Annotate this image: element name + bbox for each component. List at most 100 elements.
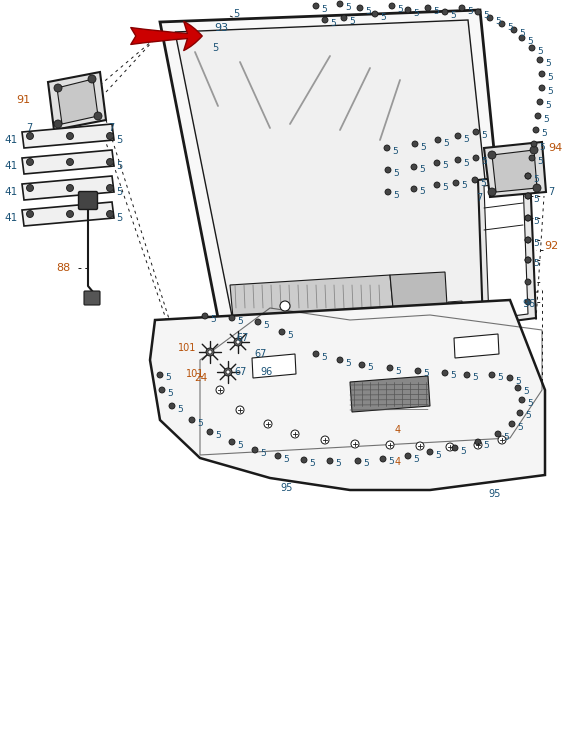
Text: 5: 5 bbox=[388, 457, 394, 466]
Text: 5: 5 bbox=[503, 432, 509, 441]
Text: 5: 5 bbox=[349, 17, 355, 26]
Circle shape bbox=[473, 129, 479, 135]
Polygon shape bbox=[22, 176, 114, 200]
Text: 4: 4 bbox=[395, 457, 401, 467]
Circle shape bbox=[337, 357, 343, 363]
Text: 5: 5 bbox=[481, 131, 487, 140]
Text: 5: 5 bbox=[515, 377, 521, 386]
Text: 5: 5 bbox=[116, 161, 122, 171]
Text: 5: 5 bbox=[463, 159, 469, 168]
Text: 5: 5 bbox=[480, 178, 486, 187]
Text: 5: 5 bbox=[533, 217, 539, 226]
Circle shape bbox=[434, 160, 440, 166]
Circle shape bbox=[389, 3, 395, 9]
Text: 5: 5 bbox=[472, 374, 478, 383]
Polygon shape bbox=[252, 354, 296, 378]
Circle shape bbox=[107, 159, 114, 165]
Text: 5: 5 bbox=[330, 19, 336, 28]
Circle shape bbox=[405, 7, 411, 13]
Circle shape bbox=[275, 453, 281, 459]
Circle shape bbox=[207, 429, 213, 435]
Circle shape bbox=[27, 211, 34, 217]
Text: 5: 5 bbox=[167, 389, 173, 398]
Text: 5: 5 bbox=[419, 187, 425, 196]
Text: 5: 5 bbox=[420, 142, 426, 151]
Circle shape bbox=[202, 313, 208, 319]
Text: 5: 5 bbox=[442, 162, 448, 171]
Text: 5: 5 bbox=[537, 156, 543, 165]
Text: 91: 91 bbox=[16, 95, 30, 105]
Circle shape bbox=[157, 372, 163, 378]
Circle shape bbox=[159, 387, 165, 393]
Polygon shape bbox=[390, 272, 447, 308]
Circle shape bbox=[27, 132, 34, 140]
Text: 5: 5 bbox=[395, 366, 401, 375]
Polygon shape bbox=[350, 376, 430, 412]
Circle shape bbox=[515, 385, 521, 391]
Text: 24: 24 bbox=[194, 373, 207, 383]
Polygon shape bbox=[230, 275, 393, 318]
Circle shape bbox=[386, 441, 394, 449]
Circle shape bbox=[535, 113, 541, 119]
Text: 5: 5 bbox=[263, 320, 269, 329]
Circle shape bbox=[280, 301, 290, 311]
Circle shape bbox=[525, 237, 531, 243]
Text: 5: 5 bbox=[367, 363, 373, 372]
Text: 5: 5 bbox=[527, 399, 533, 408]
Circle shape bbox=[67, 132, 74, 140]
Polygon shape bbox=[22, 150, 114, 174]
Polygon shape bbox=[484, 142, 546, 197]
Circle shape bbox=[472, 177, 478, 183]
Polygon shape bbox=[160, 10, 510, 328]
Text: 5: 5 bbox=[450, 11, 456, 20]
Circle shape bbox=[434, 182, 440, 188]
Circle shape bbox=[475, 9, 481, 15]
Text: 5: 5 bbox=[483, 11, 489, 20]
Circle shape bbox=[107, 132, 114, 140]
Circle shape bbox=[525, 173, 531, 179]
Circle shape bbox=[372, 11, 378, 17]
Circle shape bbox=[67, 211, 74, 217]
Text: 5: 5 bbox=[392, 147, 398, 156]
Text: 5: 5 bbox=[116, 135, 122, 145]
Circle shape bbox=[27, 184, 34, 192]
Circle shape bbox=[533, 127, 539, 133]
Circle shape bbox=[255, 319, 261, 325]
Circle shape bbox=[455, 157, 461, 163]
Circle shape bbox=[88, 75, 96, 83]
Text: 5: 5 bbox=[237, 441, 243, 450]
Text: 5: 5 bbox=[533, 259, 539, 268]
Text: 41: 41 bbox=[4, 213, 17, 223]
Polygon shape bbox=[57, 79, 98, 124]
Circle shape bbox=[234, 338, 242, 346]
Circle shape bbox=[341, 15, 347, 21]
Circle shape bbox=[537, 99, 543, 105]
Circle shape bbox=[279, 329, 285, 335]
Circle shape bbox=[525, 173, 531, 179]
Polygon shape bbox=[454, 334, 499, 358]
Circle shape bbox=[385, 189, 391, 195]
Text: 5: 5 bbox=[519, 29, 525, 38]
Circle shape bbox=[427, 449, 433, 455]
Circle shape bbox=[452, 445, 458, 451]
Text: 5: 5 bbox=[481, 156, 487, 165]
Text: 5: 5 bbox=[393, 190, 399, 199]
Text: 5: 5 bbox=[345, 2, 351, 11]
Text: 5: 5 bbox=[533, 195, 539, 204]
Text: 7: 7 bbox=[548, 187, 554, 197]
Circle shape bbox=[525, 279, 531, 285]
Text: 95: 95 bbox=[488, 489, 501, 499]
Circle shape bbox=[459, 5, 465, 11]
Circle shape bbox=[385, 167, 391, 173]
Circle shape bbox=[488, 151, 496, 159]
Text: 5: 5 bbox=[539, 142, 545, 151]
Circle shape bbox=[530, 146, 538, 154]
Circle shape bbox=[412, 141, 418, 147]
Circle shape bbox=[507, 375, 513, 381]
Circle shape bbox=[488, 188, 496, 196]
Text: 5: 5 bbox=[442, 183, 448, 193]
Circle shape bbox=[519, 35, 525, 41]
Circle shape bbox=[525, 237, 531, 243]
Circle shape bbox=[519, 397, 525, 403]
Text: 5: 5 bbox=[177, 405, 183, 414]
